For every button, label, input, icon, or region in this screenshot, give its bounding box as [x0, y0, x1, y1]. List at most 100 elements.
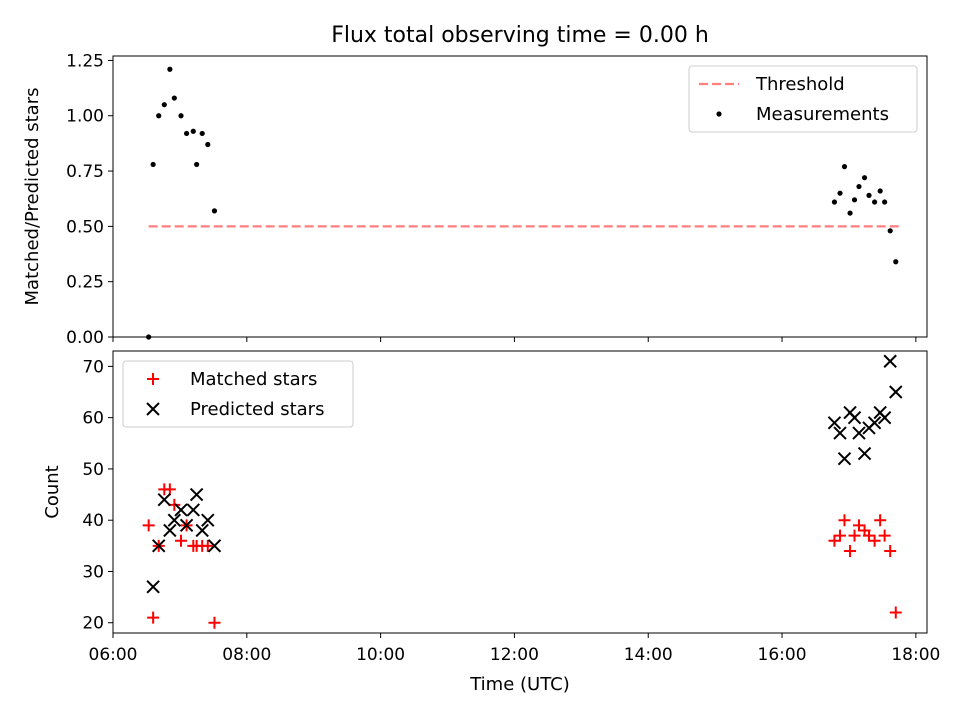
measurement-point	[871, 199, 878, 205]
x-tick-label: 12:00	[490, 645, 539, 665]
predicted-star-point	[201, 513, 215, 527]
predicted-star-point	[827, 416, 842, 430]
matched-star-point	[208, 616, 221, 629]
measurement-point	[866, 192, 872, 198]
measurement-point	[893, 259, 899, 265]
top-legend-label: Threshold	[755, 74, 845, 95]
measurement-point	[882, 199, 888, 205]
predicted-star-point	[207, 539, 222, 553]
matched-star-point	[868, 534, 881, 547]
measurement-point	[194, 161, 200, 168]
matched-star-point	[884, 544, 897, 557]
measurement-point	[211, 208, 218, 214]
bottom-y-tick-label: 60	[82, 409, 104, 429]
matched-star-point	[848, 529, 861, 542]
measurement-point	[199, 130, 205, 137]
legend-matched-handle	[147, 373, 159, 385]
legends: Threshold Measurements Matched stars Predic…	[122, 65, 918, 428]
top-y-tick-label: 0.00	[66, 328, 104, 348]
matched-star-point	[828, 534, 841, 547]
predicted-star-point	[146, 580, 160, 594]
measurement-point	[831, 199, 838, 205]
top-y-tick-label: 1.25	[66, 51, 104, 71]
predicted-star-point	[877, 410, 892, 425]
predicted-star-point	[179, 518, 194, 533]
measurement-point	[837, 190, 843, 196]
measurement-point	[205, 141, 211, 148]
x-tick-label: 10:00	[356, 645, 405, 665]
predicted-star-point	[186, 503, 200, 517]
measurement-point	[150, 161, 156, 168]
predicted-star-point	[174, 503, 188, 517]
measurement-point	[161, 102, 167, 108]
top-axes: Matched/Predicted stars	[22, 55, 928, 338]
matched-star-point	[889, 606, 902, 619]
matched-star-point	[852, 519, 865, 532]
predicted-star-point	[867, 416, 882, 430]
matched-star-point	[878, 529, 891, 542]
matched-star-point	[838, 514, 851, 527]
measurement-point	[146, 334, 152, 340]
bottom-y-tick-label: 70	[82, 357, 104, 377]
x-axis-label: Time (UTC)	[469, 674, 570, 695]
top-y-axis-label: Matched/Predicted stars	[22, 88, 43, 306]
top-legend-label: Measurements	[756, 104, 889, 125]
measurement-point	[167, 66, 173, 72]
measurement-point	[190, 128, 196, 134]
top-axes-frame	[112, 55, 928, 338]
measurement-point	[183, 130, 190, 137]
x-tick-label: 18:00	[891, 645, 940, 665]
matched-star-point	[147, 611, 160, 624]
measurement-point	[156, 113, 162, 119]
predicted-star-point	[152, 539, 166, 553]
legend-predicted-handle	[146, 402, 160, 416]
predicted-star-point	[883, 354, 897, 368]
matched-star-point	[834, 529, 847, 542]
predicted-star-point	[189, 487, 204, 502]
bottom-y-axis-label: Count	[42, 465, 63, 518]
measurement-point	[861, 175, 868, 181]
measurement-point	[847, 210, 853, 216]
bottom-y-tick-label: 30	[82, 562, 104, 582]
top-y-tick-label: 0.75	[66, 162, 104, 182]
x-tick-label: 08:00	[222, 645, 271, 665]
matched-star-point	[844, 544, 857, 557]
predicted-star-point	[195, 523, 209, 538]
chart-marks: 0.00 0.25 0.50 0.75 1.00 1.25 20 30 40 50 60 70 06:0…	[66, 51, 940, 665]
matched-star-point	[142, 519, 155, 532]
bottom-axes-frame	[112, 350, 928, 634]
measurement-point	[877, 188, 883, 194]
measurement-point	[178, 113, 184, 119]
predicted-star-point	[847, 410, 862, 425]
matched-star-point	[863, 529, 876, 542]
bottom-y-tick-label: 20	[82, 614, 104, 634]
predicted-star-point	[167, 513, 182, 527]
bottom-y-tick-label: 50	[82, 460, 104, 480]
predicted-star-point	[889, 385, 903, 399]
x-tick-label: 16:00	[758, 645, 807, 665]
matched-star-point	[874, 514, 887, 527]
bottom-y-tick-label: 40	[82, 511, 104, 531]
bottom-legend-box	[122, 360, 354, 428]
x-tick-label: 06:00	[89, 645, 138, 665]
measurement-point	[171, 95, 177, 101]
measurement-point	[851, 197, 858, 203]
predicted-star-point	[852, 426, 866, 440]
predicted-star-point	[837, 451, 852, 466]
predicted-star-point	[157, 492, 172, 507]
legend-measurement-handle	[716, 111, 722, 117]
bottom-legend-label: Matched stars	[190, 369, 317, 390]
matched-star-point	[201, 539, 214, 552]
predicted-star-point	[163, 523, 177, 538]
predicted-star-point	[857, 446, 872, 461]
top-y-tick-label: 0.50	[66, 217, 104, 237]
figure-title: Flux total observing time = 0.00 h	[331, 23, 709, 48]
predicted-star-point	[833, 426, 847, 440]
measurement-point	[841, 164, 848, 170]
measurement-point	[887, 228, 893, 234]
top-y-tick-label: 1.00	[66, 107, 104, 127]
top-legend-box	[688, 65, 918, 133]
top-y-tick-label: 0.25	[66, 273, 104, 293]
bottom-legend-label: Predicted stars	[190, 399, 324, 420]
measurement-point	[856, 183, 862, 190]
